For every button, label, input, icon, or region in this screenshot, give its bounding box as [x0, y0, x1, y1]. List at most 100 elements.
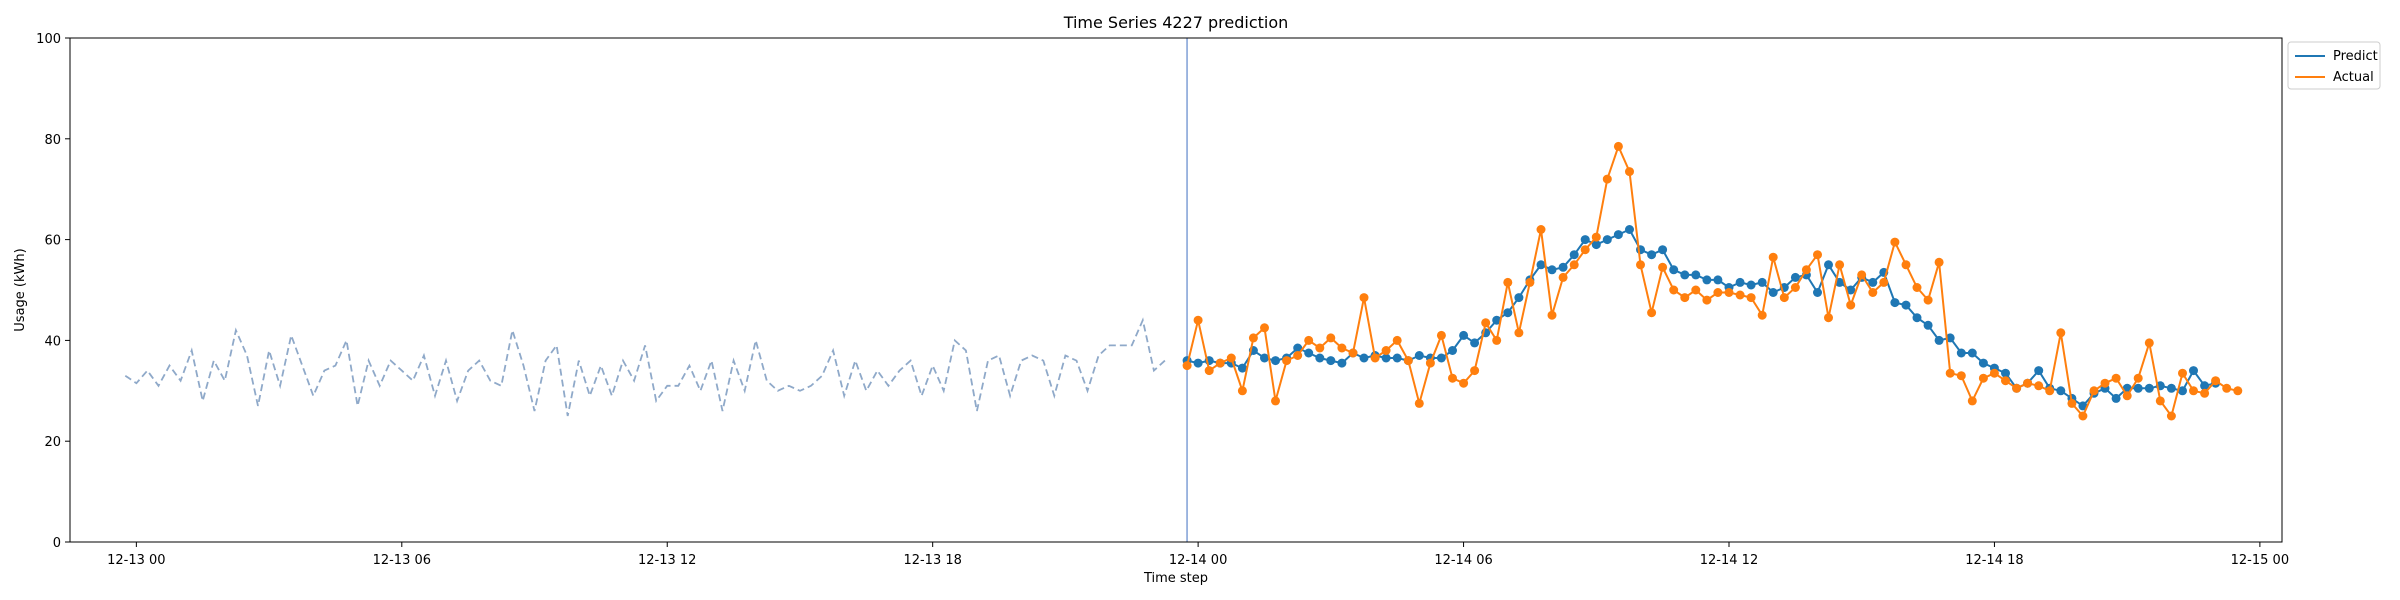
- series-point-actual: [2111, 373, 2121, 383]
- series-point-actual: [1625, 167, 1634, 177]
- y-axis-label: Usage (kWh): [13, 248, 28, 331]
- series-point-actual: [1204, 366, 1214, 376]
- series-point-actual: [1392, 335, 1402, 345]
- series-point-predict: [2001, 368, 2010, 378]
- chart-title: Time Series 4227 prediction: [1063, 13, 1289, 32]
- series-point-actual: [1934, 257, 1944, 267]
- series-point-actual: [1923, 295, 1933, 305]
- series-point-actual: [1813, 250, 1822, 260]
- series-point-predict: [1304, 348, 1314, 358]
- series-point-predict: [2034, 366, 2044, 376]
- series-point-predict: [1757, 277, 1767, 287]
- series-point-actual: [1989, 368, 1999, 378]
- series-point-actual: [2012, 383, 2022, 393]
- series-point-predict: [2111, 393, 2121, 403]
- series-point-predict: [1978, 358, 1988, 368]
- series-point-predict: [1956, 348, 1966, 358]
- series-point-actual: [1282, 356, 1292, 366]
- series-point-predict: [1945, 333, 1955, 343]
- x-tick-label: 12-14 18: [1965, 553, 2023, 568]
- series-point-predict: [1569, 250, 1579, 260]
- x-axis: 12-13 00 12-13 06 12-13 12 12-13 18 12-14 00…: [107, 542, 2289, 568]
- series-point-actual: [2001, 376, 2010, 386]
- series-point-actual: [1978, 373, 1988, 383]
- series-point-actual: [1757, 310, 1767, 320]
- series-point-predict: [2144, 383, 2154, 393]
- series-point-actual: [2133, 373, 2143, 383]
- series-point-actual: [1724, 288, 1734, 297]
- series-point-predict: [2166, 383, 2176, 393]
- series-point-actual: [1702, 295, 1712, 305]
- x-tick-label: 12-13 12: [638, 553, 696, 568]
- series-point-actual: [1326, 333, 1336, 343]
- series-point-predict: [1359, 353, 1369, 363]
- series-point-actual: [1481, 318, 1491, 328]
- series-point-actual: [1514, 328, 1524, 338]
- x-tick-label: 12-13 06: [373, 553, 431, 568]
- series-point-predict: [1470, 338, 1480, 348]
- series-point-actual: [1459, 378, 1469, 388]
- series-point-actual: [1436, 330, 1446, 340]
- series-point-actual: [1613, 141, 1623, 151]
- x-tick-label: 12-14 00: [1169, 553, 1227, 568]
- series-point-predict: [1536, 260, 1546, 270]
- series-point-actual: [2045, 386, 2055, 396]
- series-point-predict: [1967, 348, 1977, 358]
- series-point-actual: [1801, 265, 1811, 275]
- series-point-predict: [1934, 335, 1944, 345]
- series-point-actual: [1824, 313, 1833, 323]
- series-point-predict: [1448, 346, 1457, 355]
- series-point-predict: [1702, 275, 1712, 285]
- series-point-predict: [1602, 235, 1612, 245]
- x-tick-label: 12-14 06: [1434, 553, 1492, 568]
- series-point-actual: [1658, 262, 1668, 272]
- series-point-predict: [1923, 320, 1933, 330]
- series-point-actual: [1669, 285, 1679, 295]
- series-point-actual: [1713, 288, 1723, 297]
- series-point-actual: [1846, 300, 1856, 310]
- series-point-predict: [1790, 272, 1800, 282]
- series-point-predict: [2178, 386, 2187, 396]
- series-point-predict: [1392, 353, 1402, 363]
- series-point-predict: [1337, 358, 1347, 368]
- series-point-actual: [1779, 293, 1789, 303]
- y-tick-label: 40: [44, 334, 61, 349]
- series-point-actual: [2089, 386, 2099, 396]
- series-point-actual: [1470, 366, 1480, 376]
- series-point-predict: [1326, 356, 1336, 366]
- series-point-actual: [1591, 232, 1601, 242]
- series-point-actual: [2189, 386, 2198, 396]
- series-point-actual: [2211, 376, 2221, 386]
- series-point-actual: [1448, 373, 1457, 383]
- series-point-actual: [1348, 348, 1358, 358]
- series-point-actual: [2100, 378, 2110, 388]
- series-point-predict: [1315, 353, 1325, 363]
- plot-frame: [69, 37, 2283, 543]
- series-point-actual: [1315, 343, 1325, 353]
- series-point-predict: [1846, 285, 1856, 295]
- series-point-actual: [1248, 333, 1258, 343]
- series-point-actual: [1580, 245, 1590, 255]
- series-point-actual: [1425, 358, 1435, 368]
- series-point-actual: [1536, 225, 1546, 234]
- series-point-actual: [2023, 378, 2033, 388]
- series-point-actual: [1735, 290, 1745, 300]
- series-point-actual: [2078, 411, 2088, 421]
- legend: Predict Actual: [2287, 41, 2381, 90]
- series-point-predict: [1768, 288, 1778, 297]
- series-point-actual: [2166, 411, 2176, 421]
- series-point-predict: [1901, 300, 1911, 310]
- series-point-predict: [1613, 230, 1623, 240]
- series-point-actual: [1215, 358, 1225, 368]
- series-point-actual: [1558, 272, 1568, 282]
- series-point-actual: [1956, 371, 1966, 381]
- series-point-predict: [1293, 343, 1303, 353]
- series-point-predict: [2200, 381, 2210, 391]
- series-point-predict: [1514, 293, 1524, 303]
- series-point-actual: [1790, 283, 1800, 292]
- series-point-actual: [1193, 315, 1203, 325]
- legend-label-actual: Actual: [2333, 70, 2374, 85]
- series-point-predict: [1912, 313, 1922, 323]
- series-point-actual: [1359, 293, 1369, 303]
- series-point-predict: [1260, 353, 1269, 363]
